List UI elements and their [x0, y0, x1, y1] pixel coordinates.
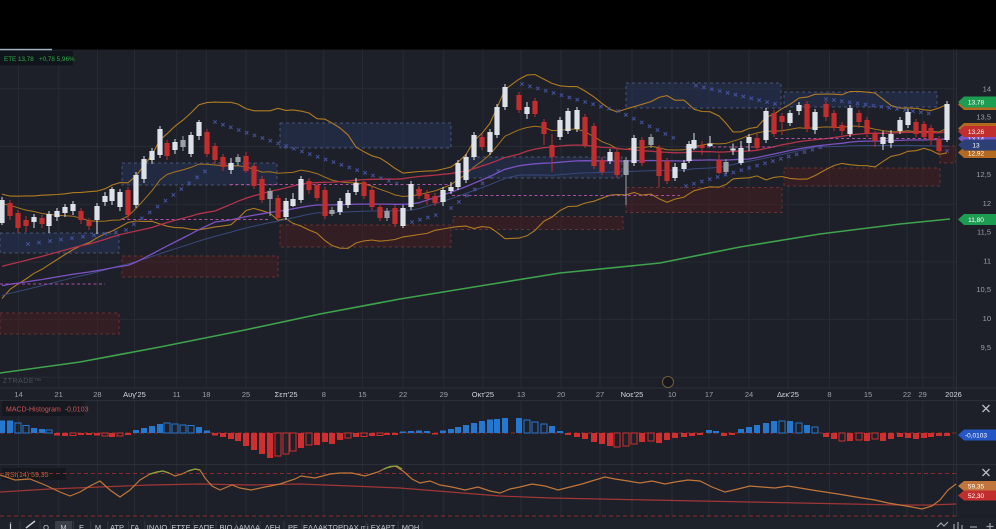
svg-text:29: 29 — [919, 390, 927, 399]
svg-text:10,5: 10,5 — [976, 285, 991, 294]
svg-text:14: 14 — [14, 390, 22, 399]
svg-text:12: 12 — [983, 199, 991, 208]
svg-text:24: 24 — [745, 390, 753, 399]
svg-text:Αυγ'25: Αυγ'25 — [123, 390, 146, 399]
svg-text:ZTRADE™: ZTRADE™ — [3, 378, 42, 385]
svg-text:12,92: 12,92 — [968, 150, 985, 157]
svg-text:ΒΙΟ: ΒΙΟ — [220, 523, 233, 529]
svg-text:-0,0103: -0,0103 — [965, 432, 987, 439]
svg-text:ΙΝΛΙΟ: ΙΝΛΙΟ — [147, 523, 168, 529]
svg-text:10: 10 — [983, 314, 991, 323]
svg-text:28: 28 — [93, 390, 101, 399]
svg-text:DAX mi: DAX mi — [343, 523, 369, 529]
svg-text:Δεκ'25: Δεκ'25 — [777, 390, 799, 399]
svg-text:52,30: 52,30 — [968, 493, 985, 500]
svg-text:i: i — [9, 521, 12, 529]
svg-text:13,14: 13,14 — [968, 136, 985, 143]
svg-text:8: 8 — [322, 390, 326, 399]
svg-text:11: 11 — [983, 256, 991, 265]
svg-text:22: 22 — [903, 390, 911, 399]
svg-text:12,5: 12,5 — [976, 170, 991, 179]
svg-text:11,5: 11,5 — [977, 228, 991, 237]
svg-text:Ε: Ε — [79, 523, 84, 529]
svg-text:15: 15 — [358, 390, 366, 399]
svg-text:ΑΤΡ: ΑΤΡ — [110, 523, 124, 529]
svg-text:13,78: 13,78 — [968, 99, 985, 106]
svg-text:25: 25 — [242, 390, 250, 399]
svg-text:10: 10 — [668, 390, 676, 399]
svg-text:ΛΑΜΔΑ: ΛΑΜΔΑ — [234, 523, 260, 529]
svg-text:17: 17 — [705, 390, 713, 399]
svg-text:MACD-Histogram -0,0103: MACD-Histogram -0,0103 — [6, 407, 89, 414]
svg-text:11,80: 11,80 — [968, 217, 984, 224]
svg-text:11: 11 — [173, 390, 181, 399]
svg-text:Οκτ'25: Οκτ'25 — [472, 390, 494, 399]
svg-text:ΕΛΛΑΚΤΩΡ: ΕΛΛΑΚΤΩΡ — [303, 523, 343, 529]
svg-text:27: 27 — [596, 390, 604, 399]
svg-text:13,5: 13,5 — [976, 113, 991, 122]
svg-text:Μ: Μ — [95, 523, 101, 529]
svg-text:ΓΑ: ΓΑ — [131, 523, 139, 529]
svg-text:Μ: Μ — [60, 523, 66, 529]
svg-text:14: 14 — [983, 84, 991, 93]
svg-text:21: 21 — [55, 390, 63, 399]
svg-text:Ο: Ο — [43, 523, 49, 529]
svg-text:ETE 13,78 +0,78 5,96%: ETE 13,78 +0,78 5,96% — [4, 56, 75, 63]
svg-text:20: 20 — [557, 390, 565, 399]
svg-text:ΕΛΠΕ: ΕΛΠΕ — [194, 523, 214, 529]
svg-text:2026: 2026 — [945, 390, 962, 399]
svg-text:RSI(14) 59,35: RSI(14) 59,35 — [5, 472, 49, 479]
svg-text:ΡΕ: ΡΕ — [288, 523, 298, 529]
svg-text:Σεπ'25: Σεπ'25 — [275, 390, 298, 399]
svg-text:13: 13 — [517, 390, 525, 399]
svg-text:59,35: 59,35 — [968, 483, 985, 490]
svg-text:18: 18 — [202, 390, 210, 399]
svg-text:29: 29 — [440, 390, 448, 399]
svg-text:15: 15 — [864, 390, 872, 399]
svg-text:Νοε'25: Νοε'25 — [621, 390, 644, 399]
svg-text:ΔΕΗ: ΔΕΗ — [265, 523, 280, 529]
svg-text:ΜΟΗ: ΜΟΗ — [402, 523, 420, 529]
svg-text:13,26: 13,26 — [968, 129, 985, 136]
svg-text:8: 8 — [827, 390, 831, 399]
svg-text:13: 13 — [972, 142, 980, 149]
svg-text:ΕΤΣΕ: ΕΤΣΕ — [171, 523, 190, 529]
svg-text:22: 22 — [399, 390, 407, 399]
svg-text:9,5: 9,5 — [981, 343, 991, 352]
svg-text:ΕΧΑΡΤ: ΕΧΑΡΤ — [371, 523, 396, 529]
